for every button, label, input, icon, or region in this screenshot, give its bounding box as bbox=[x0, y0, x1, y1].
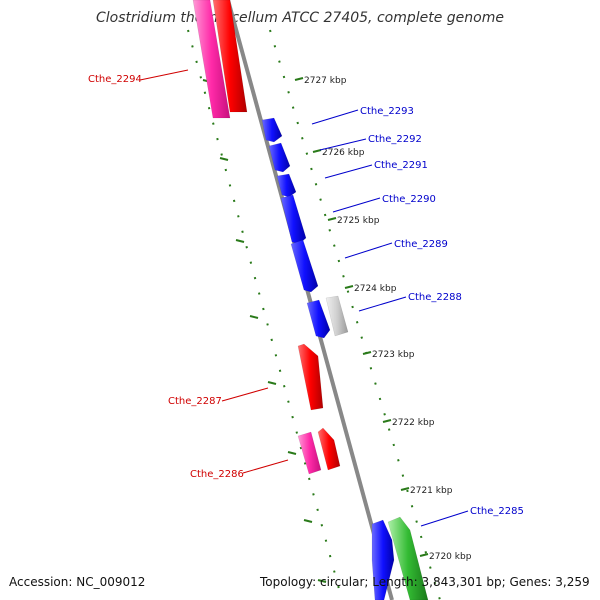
tick-label: 2726 kbp bbox=[322, 148, 365, 158]
gene-forward-red-top bbox=[212, 0, 248, 113]
gene-cthe-2290 bbox=[280, 194, 307, 245]
gene-name: Cthe_2288 bbox=[408, 292, 462, 303]
tick-dash bbox=[267, 381, 277, 385]
tick-mark: 2726 kbp bbox=[312, 148, 365, 158]
genome-summary-text: Topology: circular; Length: 3,843,301 bp… bbox=[260, 575, 590, 589]
gene-cthe-2287 bbox=[297, 343, 324, 411]
tick-dash bbox=[235, 239, 245, 243]
tick-mark: 2724 kbp bbox=[344, 284, 397, 294]
tick-mark: 2727 kbp bbox=[294, 76, 347, 86]
gene-cthe-2292 bbox=[268, 142, 291, 173]
leader-line bbox=[332, 197, 381, 213]
tick-mark: 2720 kbp bbox=[419, 552, 472, 562]
tick-dash bbox=[303, 519, 313, 523]
gene-cthe-2294 bbox=[192, 0, 231, 119]
gene-labels: Cthe_2294 Cthe_2293 Cthe_2292 Cthe_2291 Cthe… bbox=[88, 69, 524, 527]
gene-name: Cthe_2289 bbox=[394, 239, 448, 250]
gene-cthe-2286 bbox=[297, 431, 322, 475]
tick-marks: 2727 kbp 2726 kbp 2725 kbp 2724 kbp 2723 kbp… bbox=[202, 76, 472, 583]
gene-cthe-2293 bbox=[261, 117, 283, 143]
leader-line bbox=[420, 510, 469, 527]
tick-label: 2720 kbp bbox=[429, 552, 472, 562]
gene-name: Cthe_2290 bbox=[382, 194, 436, 205]
gene-cthe-2288 bbox=[306, 299, 331, 339]
tick-dash bbox=[317, 579, 327, 583]
gene-name: Cthe_2291 bbox=[374, 160, 428, 171]
leader-line bbox=[344, 242, 393, 259]
gene-cthe-2289 bbox=[290, 239, 319, 293]
tick-mark: 2723 kbp bbox=[362, 350, 415, 360]
tick-label: 2724 kbp bbox=[354, 284, 397, 294]
accession-text: Accession: NC_009012 bbox=[9, 575, 146, 589]
gene-label-cthe-2292: Cthe_2292 bbox=[319, 134, 422, 151]
tick-label: 2723 kbp bbox=[372, 350, 415, 360]
gene-cthe-2285 bbox=[371, 519, 395, 600]
tick-label: 2721 kbp bbox=[410, 486, 453, 496]
gene-name: Cthe_2292 bbox=[368, 134, 422, 145]
gene-label-cthe-2288: Cthe_2288 bbox=[358, 292, 462, 312]
tick-mark: 2725 kbp bbox=[327, 216, 380, 226]
leader-line bbox=[319, 138, 367, 151]
leader-line bbox=[242, 459, 289, 474]
gene-cthe-2291 bbox=[276, 173, 297, 198]
gene-label-cthe-2285: Cthe_2285 bbox=[420, 506, 524, 527]
gene-label-cthe-2286: Cthe_2286 bbox=[190, 459, 289, 480]
gene-name: Cthe_2287 bbox=[168, 396, 222, 407]
leader-line bbox=[358, 296, 407, 312]
leader-line bbox=[139, 69, 189, 81]
gene-name: Cthe_2294 bbox=[88, 74, 142, 85]
gene-label-cthe-2293: Cthe_2293 bbox=[311, 106, 414, 125]
leader-line bbox=[311, 109, 359, 125]
gene-gray-2288 bbox=[325, 295, 349, 337]
gene-features bbox=[192, 0, 429, 600]
leader-line bbox=[221, 387, 269, 402]
tick-mark: 2722 kbp bbox=[382, 418, 435, 428]
tick-mark: 2721 kbp bbox=[400, 486, 453, 496]
tick-label: 2727 kbp bbox=[304, 76, 347, 86]
gene-name: Cthe_2286 bbox=[190, 469, 244, 480]
tick-label: 2725 kbp bbox=[337, 216, 380, 226]
genome-backbone bbox=[226, 0, 394, 600]
gene-forward-red-2286 bbox=[317, 427, 341, 471]
gene-label-cthe-2290: Cthe_2290 bbox=[332, 194, 436, 213]
gene-name: Cthe_2285 bbox=[470, 506, 524, 517]
gene-label-cthe-2294: Cthe_2294 bbox=[88, 69, 189, 85]
right-dotted-track bbox=[269, 29, 441, 600]
leader-line bbox=[324, 164, 373, 179]
gene-label-cthe-2291: Cthe_2291 bbox=[324, 160, 428, 179]
tick-dash bbox=[219, 157, 229, 161]
tick-label: 2722 kbp bbox=[392, 418, 435, 428]
gene-label-cthe-2287: Cthe_2287 bbox=[168, 387, 269, 407]
tick-dash bbox=[249, 315, 259, 319]
gene-name: Cthe_2293 bbox=[360, 106, 414, 117]
gene-green-2285 bbox=[387, 516, 429, 600]
tick-dash bbox=[287, 451, 297, 455]
gene-label-cthe-2289: Cthe_2289 bbox=[344, 239, 448, 259]
